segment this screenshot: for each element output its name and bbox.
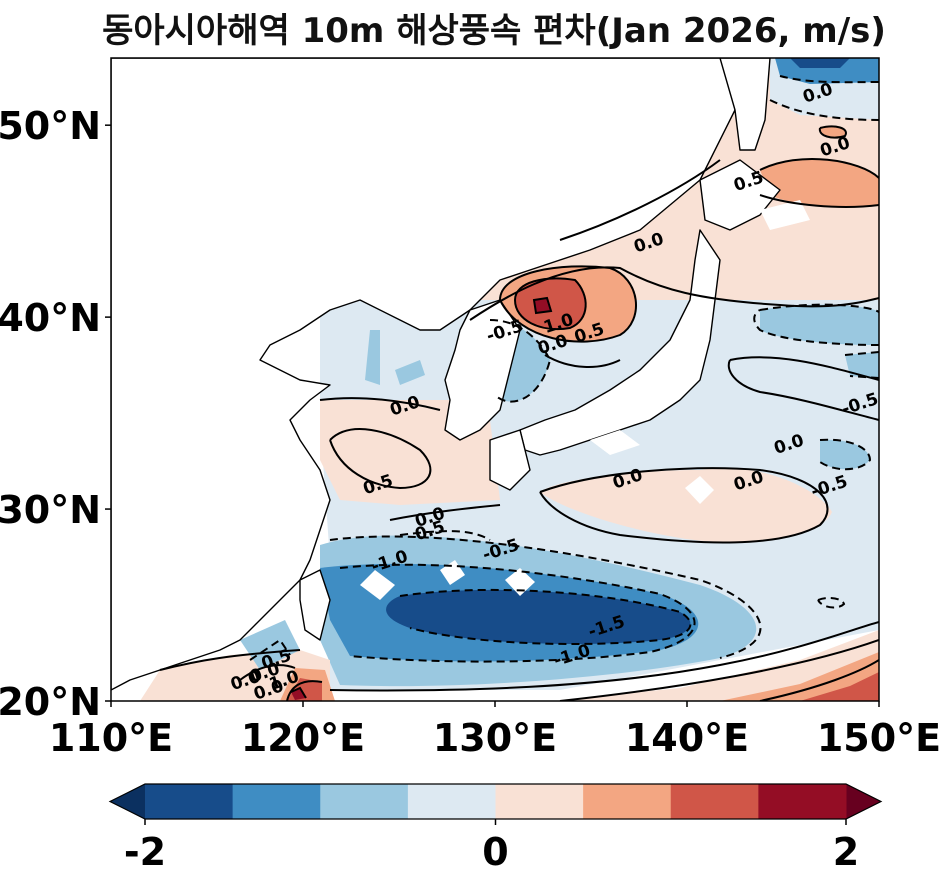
anomaly-region-kuril-pos xyxy=(819,126,846,138)
land-mask-taiwan xyxy=(299,569,331,641)
contour-zero-south xyxy=(329,621,879,692)
chart-title: 동아시아해역 10m 해상풍속 편차(Jan 2026, m/s) xyxy=(102,11,886,51)
contour-zero-okhotsk xyxy=(769,99,879,121)
contour-half-japansea xyxy=(499,265,637,343)
anomaly-region-south-neg-3 xyxy=(386,589,691,644)
contour-half-taiwan xyxy=(239,664,296,681)
y-axis: 50°N 40°N 30°N 20°N xyxy=(0,104,111,724)
anomaly-region-pacific-neg-3 xyxy=(845,352,879,378)
colorbar-segment xyxy=(407,784,496,819)
contour-onehalf-japansea xyxy=(532,296,553,315)
data-gap-0 xyxy=(360,570,395,600)
land-mask-korea xyxy=(444,299,521,441)
contour-neg-half-pacific-3 xyxy=(844,351,879,379)
colorbar-segment xyxy=(583,784,672,819)
x-axis: 110°E 120°E 130°E 140°E 150°E xyxy=(49,701,941,760)
data-gap-2 xyxy=(685,476,714,504)
land-mask-kyushu xyxy=(489,429,531,491)
x-tick-label: 130°E xyxy=(433,716,557,760)
colorbar-segment xyxy=(145,784,234,819)
colorbar: -2 0 2 xyxy=(108,783,883,874)
anomaly-region-east-pos xyxy=(540,468,832,543)
contour-zero-north-pos xyxy=(559,159,721,241)
contour-zero-okhotsk-2 xyxy=(759,158,879,179)
y-tick-label: 20°N xyxy=(0,680,101,724)
colorbar-segment xyxy=(232,784,321,819)
contour-zero-ecs-2 xyxy=(389,504,501,521)
contour-neg-half-south xyxy=(329,535,762,659)
contour-half-okhotsk xyxy=(759,194,879,208)
contour-onehalf-taiwan xyxy=(290,686,307,699)
contour-neg-half-eastsea xyxy=(489,319,552,403)
contour-zero-eastsea-2 xyxy=(544,354,621,368)
contour-half-south xyxy=(559,639,879,701)
land-mask-asia-continent xyxy=(111,58,741,691)
colorbar-tick-label: 0 xyxy=(482,830,508,874)
anomaly-region-southeast-pos-2 xyxy=(720,652,879,701)
anomaly-region-southeast-pos-3 xyxy=(800,672,879,701)
colorbar-segment xyxy=(320,784,409,819)
colorbar-under-arrow xyxy=(110,784,145,819)
anomaly-region-japansea-pos-2 xyxy=(515,278,586,330)
contour-one-south xyxy=(759,659,879,701)
colorbar-tick-label: 2 xyxy=(833,830,859,874)
land-mask-japan-honshu xyxy=(519,229,721,456)
contour-zero-ecs xyxy=(319,397,441,411)
contour-one-japansea xyxy=(514,277,587,331)
data-gap-5 xyxy=(760,200,810,230)
data-gap-4 xyxy=(590,430,640,455)
data-gap-1 xyxy=(505,568,535,596)
contour-half-ecs xyxy=(329,428,432,490)
contour-neg-half-pacific-2 xyxy=(819,438,872,471)
land-mask-layer xyxy=(111,58,810,691)
y-tick-label: 50°N xyxy=(0,104,101,148)
contour-zero-taiwan xyxy=(159,649,301,671)
contour-neg-one-south xyxy=(339,563,696,663)
contour-neg-half-pacific xyxy=(753,303,879,346)
anomaly-region-okhotsk-neg-3 xyxy=(790,58,850,68)
colorbar-over-arrow xyxy=(846,784,881,819)
x-tick-label: 110°E xyxy=(49,716,173,760)
x-tick-label: 140°E xyxy=(625,716,749,760)
anomaly-region-pacific-neg-1 xyxy=(760,304,879,345)
anomaly-region-hokkaido-pos xyxy=(760,158,879,207)
contour-zero-east xyxy=(539,467,829,544)
contour-neg-half-ecs xyxy=(399,530,491,541)
colorbar-segment xyxy=(670,784,759,819)
anomaly-region-southeast-pos xyxy=(560,630,879,701)
contour-one-taiwan xyxy=(286,680,323,701)
anomaly-region-bohai-neg xyxy=(365,330,380,385)
colorbar-segment xyxy=(758,784,847,819)
anomaly-region-taiwan-pos-1 xyxy=(140,650,330,701)
contour-small-ring xyxy=(817,596,846,609)
contour-line-layer xyxy=(159,75,879,701)
x-tick-label: 150°E xyxy=(817,716,941,760)
map-plot-area: 0.00.00.50.01.00.5-0.5 0.0-0.50.00.00.5 -0… xyxy=(111,58,879,701)
y-tick-label: 40°N xyxy=(0,296,101,340)
y-tick-label: 30°N xyxy=(0,488,101,532)
colorbar-tick-label: -2 xyxy=(124,830,166,874)
contour-neg-onehalf-south xyxy=(399,588,692,645)
land-mask-japan-hokkaido xyxy=(699,159,781,231)
contour-half-hokkaido xyxy=(818,125,847,139)
anomaly-region-yellowsea-neg xyxy=(395,360,425,385)
x-tick-label: 120°E xyxy=(241,716,365,760)
land-mask-sakhalin xyxy=(719,58,771,151)
colorbar-segment xyxy=(495,784,584,819)
anomaly-region-japansea-pos-3 xyxy=(534,298,551,313)
anomaly-region-pacific-neg-2 xyxy=(820,439,870,470)
